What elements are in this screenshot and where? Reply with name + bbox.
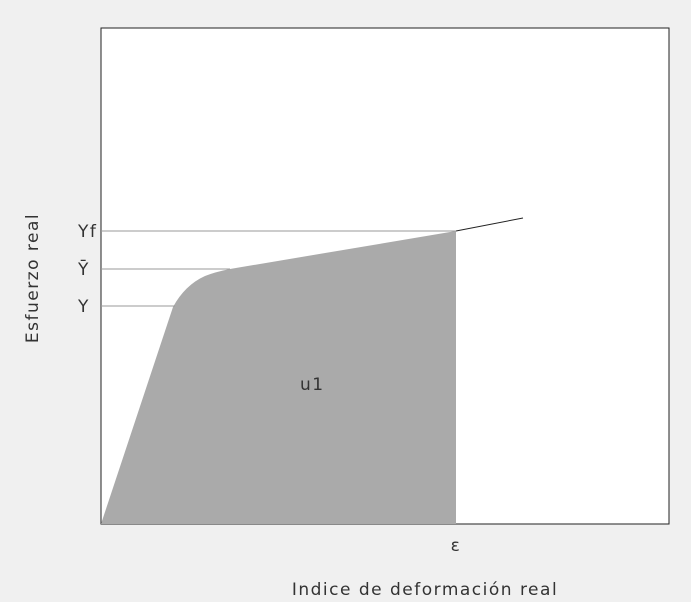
work-area: [101, 231, 456, 524]
curve-extension: [455, 217, 524, 232]
x-axis-label: Indice de deformación real: [292, 580, 558, 600]
level-label: Ȳ: [77, 258, 90, 280]
level-label: Yf: [77, 222, 97, 242]
y-axis-label: Esfuerzo real: [23, 213, 43, 343]
level-label: Y: [77, 297, 90, 317]
area-label: u1: [300, 375, 325, 395]
strain-label: ε: [451, 536, 462, 556]
